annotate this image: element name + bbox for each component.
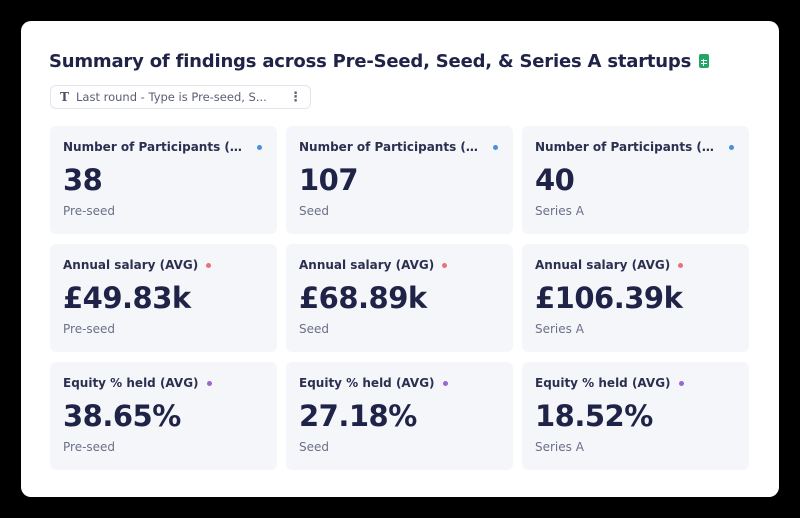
metric-header: Equity % held (AVG): [535, 375, 735, 391]
metric-card[interactable]: Annual salary (AVG) £49.83k Pre-seed: [50, 244, 277, 352]
metric-label: Equity % held (AVG): [535, 376, 671, 390]
title-row: Summary of findings across Pre-Seed, See…: [49, 49, 710, 73]
metric-header: Equity % held (AVG): [63, 375, 263, 391]
series-dot: [678, 262, 684, 268]
series-dot: [206, 380, 212, 386]
series-dot: [442, 262, 448, 268]
metric-card[interactable]: Number of Participants (COU... 38 Pre-se…: [50, 126, 277, 234]
metric-label: Number of Participants (COU...: [299, 140, 485, 154]
metric-header: Annual salary (AVG): [535, 257, 735, 273]
metric-header: Equity % held (AVG): [299, 375, 499, 391]
filter-label: Last round - Type is Pre-seed, S...: [76, 90, 267, 104]
metric-stage: Seed: [299, 440, 329, 454]
metric-value: 38.65%: [63, 399, 181, 433]
metric-label: Number of Participants (COU...: [63, 140, 249, 154]
metric-stage: Series A: [535, 322, 584, 336]
metric-header: Annual salary (AVG): [63, 257, 263, 273]
metric-stage: Pre-seed: [63, 204, 116, 218]
metric-card[interactable]: Equity % held (AVG) 27.18% Seed: [286, 362, 513, 470]
metric-card[interactable]: Annual salary (AVG) £106.39k Series A: [522, 244, 749, 352]
summary-card: Summary of findings across Pre-Seed, See…: [21, 21, 779, 497]
metric-label: Annual salary (AVG): [535, 258, 671, 272]
metric-value: £68.89k: [299, 281, 427, 315]
text-type-icon: T: [60, 90, 69, 104]
metric-header: Number of Participants (COU...: [535, 139, 735, 155]
metric-card[interactable]: Number of Participants (COU... 40 Series…: [522, 126, 749, 234]
metric-stage: Seed: [299, 204, 329, 218]
metric-value: £106.39k: [535, 281, 683, 315]
metric-value: 38: [63, 163, 103, 197]
series-dot: [442, 380, 448, 386]
metric-card[interactable]: Equity % held (AVG) 18.52% Series A: [522, 362, 749, 470]
metric-value: 18.52%: [535, 399, 653, 433]
metric-stage: Seed: [299, 322, 329, 336]
series-dot: [493, 144, 498, 150]
series-dot: [729, 144, 734, 150]
metric-label: Equity % held (AVG): [299, 376, 435, 390]
filter-chip[interactable]: T Last round - Type is Pre-seed, S... ⋮: [50, 85, 311, 109]
metric-card[interactable]: Number of Participants (COU... 107 Seed: [286, 126, 513, 234]
metric-value: £49.83k: [63, 281, 191, 315]
metric-card[interactable]: Annual salary (AVG) £68.89k Seed: [286, 244, 513, 352]
metrics-grid: Number of Participants (COU... 38 Pre-se…: [50, 126, 750, 470]
google-sheets-icon[interactable]: [699, 54, 710, 68]
page-title: Summary of findings across Pre-Seed, See…: [49, 50, 692, 72]
more-options-icon[interactable]: ⋮: [289, 89, 302, 105]
metric-stage: Pre-seed: [63, 440, 116, 454]
series-dot: [257, 144, 262, 150]
metric-header: Annual salary (AVG): [299, 257, 499, 273]
series-dot: [206, 262, 212, 268]
metric-stage: Series A: [535, 440, 584, 454]
metric-header: Number of Participants (COU...: [299, 139, 499, 155]
metric-stage: Pre-seed: [63, 322, 116, 336]
metric-label: Number of Participants (COU...: [535, 140, 721, 154]
metric-value: 40: [535, 163, 575, 197]
metric-header: Number of Participants (COU...: [63, 139, 263, 155]
metric-value: 27.18%: [299, 399, 417, 433]
metric-value: 107: [299, 163, 359, 197]
metric-stage: Series A: [535, 204, 584, 218]
metric-label: Equity % held (AVG): [63, 376, 199, 390]
metric-label: Annual salary (AVG): [63, 258, 199, 272]
series-dot: [678, 380, 684, 386]
metric-label: Annual salary (AVG): [299, 258, 435, 272]
metric-card[interactable]: Equity % held (AVG) 38.65% Pre-seed: [50, 362, 277, 470]
